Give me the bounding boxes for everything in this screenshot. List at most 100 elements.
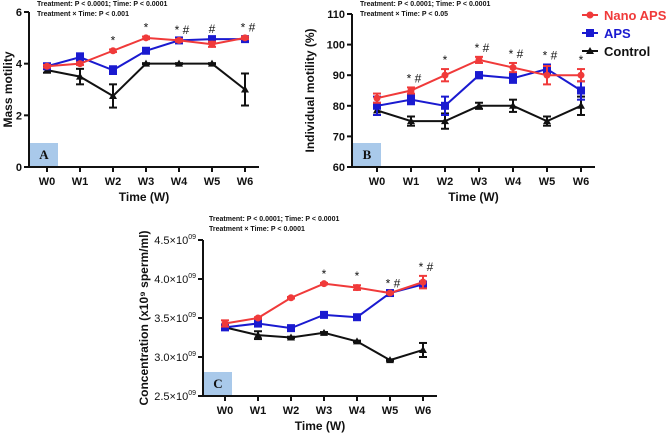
x-tick-label: W1 (72, 176, 89, 188)
triangle-marker (419, 345, 427, 353)
x-tick-label: W1 (250, 405, 267, 417)
legend-item-control: Control (582, 44, 650, 59)
x-axis-label: Time (W) (119, 190, 169, 204)
y-tick-label: 2.5×1009 (154, 390, 196, 403)
stats-text: Treatment × Time: P < 0.0001 (209, 226, 305, 233)
square-marker (586, 29, 594, 37)
square-marker (109, 66, 117, 75)
circle-marker (142, 34, 150, 42)
stats-text: Treatment: P < 0.0001; Time: P < 0.0001 (37, 1, 167, 8)
triangle-marker (254, 331, 262, 339)
circle-marker (241, 34, 249, 42)
significance-mark: * (322, 267, 327, 281)
legend-label: Control (604, 44, 650, 59)
stats-text: Treatment: P < 0.0001; Time: P < 0.0001 (360, 1, 490, 8)
significance-mark: * (579, 53, 584, 67)
circle-marker (43, 62, 51, 70)
legend-item-aps: APS (582, 26, 631, 41)
panel-label: C (213, 376, 222, 391)
y-tick-label: 100 (327, 40, 345, 52)
panel-label: A (39, 147, 49, 162)
triangle-marker (475, 101, 483, 109)
x-tick-label: W5 (204, 176, 221, 188)
x-tick-label: W1 (403, 176, 420, 188)
x-tick-label: W3 (316, 405, 333, 417)
triangle-marker (386, 356, 394, 364)
square-marker (475, 71, 483, 80)
x-axis-label: Time (W) (295, 419, 345, 433)
x-tick-label: W4 (171, 176, 188, 188)
stats-text: Treatment × Time: P < 0.001 (37, 11, 129, 18)
series-nano (221, 274, 427, 328)
y-tick-label: 70 (333, 131, 345, 143)
panel-a: 0 2 4 6 W0 W1 W2 W3 W4 W5 W6 Time (W) Mass motility T… (1, 1, 259, 204)
circle-marker (577, 71, 585, 79)
circle-marker (586, 11, 594, 19)
y-tick-label: 4 (16, 59, 23, 71)
legend-label: Nano APS (604, 8, 667, 23)
circle-marker (208, 40, 216, 48)
triangle-marker (142, 59, 150, 67)
circle-marker (287, 294, 295, 302)
y-tick-label: 110 (327, 9, 345, 21)
x-tick-label: W4 (505, 176, 522, 188)
x-tick-label: W6 (237, 176, 254, 188)
significance-mark: * (144, 21, 149, 35)
stats-text: Treatment: P < 0.0001; Time: P < 0.0001 (209, 216, 339, 223)
significance-mark: * (355, 269, 360, 283)
significance-mark: # (209, 22, 216, 36)
significance-mark: * # (543, 48, 558, 62)
y-axis-label: Individual motility (%) (303, 28, 317, 152)
panel-label-box (353, 143, 381, 166)
circle-marker (373, 94, 381, 102)
significance-mark: * # (407, 71, 422, 85)
y-tick-label: 90 (333, 70, 345, 82)
square-marker (353, 313, 361, 322)
y-tick-label: 3.5×1009 (154, 312, 196, 325)
panel-b: 60 70 80 90 100 110 W0 W1 W2 W3 W4 W5 W6 Time (W) Indi… (303, 1, 595, 204)
circle-marker (419, 278, 427, 286)
triangle-marker (543, 117, 551, 125)
panel-label-box (30, 143, 58, 166)
triangle-marker (509, 101, 517, 109)
y-tick-label: 0 (16, 162, 22, 174)
panel-label: B (363, 147, 372, 162)
circle-marker (109, 47, 117, 55)
triangle-marker (577, 101, 585, 109)
square-marker (577, 86, 585, 95)
triangle-marker (76, 72, 84, 80)
x-tick-label: W2 (437, 176, 454, 188)
x-tick-label: W2 (283, 405, 300, 417)
y-tick-label: 80 (333, 101, 345, 113)
circle-marker (175, 36, 183, 44)
circle-marker (76, 60, 84, 68)
significance-mark: * (111, 33, 116, 47)
x-tick-label: W4 (349, 405, 366, 417)
x-tick-label: W3 (471, 176, 488, 188)
circle-marker (543, 71, 551, 79)
circle-marker (407, 87, 415, 94)
x-tick-label: W2 (105, 176, 122, 188)
square-marker (287, 324, 295, 333)
y-tick-label: 2 (16, 110, 22, 122)
legend-item-nano: Nano APS (582, 8, 667, 23)
panel-c: 2.5×1009 3.0×1009 3.5×1009 4.0×1009 4.5×1009… (137, 216, 437, 433)
y-axis-label: Mass motility (1, 51, 15, 127)
square-marker (407, 95, 415, 104)
triangle-marker (441, 117, 449, 125)
y-tick-label: 6 (16, 7, 22, 19)
circle-marker (475, 56, 483, 64)
y-tick-label: 4.5×1009 (154, 234, 196, 247)
circle-marker (353, 284, 361, 292)
x-tick-label: W6 (415, 405, 432, 417)
panel-label-box (204, 372, 232, 395)
square-marker (208, 35, 216, 44)
square-marker (509, 74, 517, 83)
y-axis-label: Concentration (x10⁹ sperm/ml) (137, 230, 151, 405)
significance-mark: * # (419, 260, 434, 274)
significance-mark: * # (175, 23, 190, 37)
significance-mark: * (443, 53, 448, 67)
x-tick-label: W5 (539, 176, 556, 188)
triangle-marker (241, 85, 249, 93)
triangle-marker (175, 59, 183, 67)
